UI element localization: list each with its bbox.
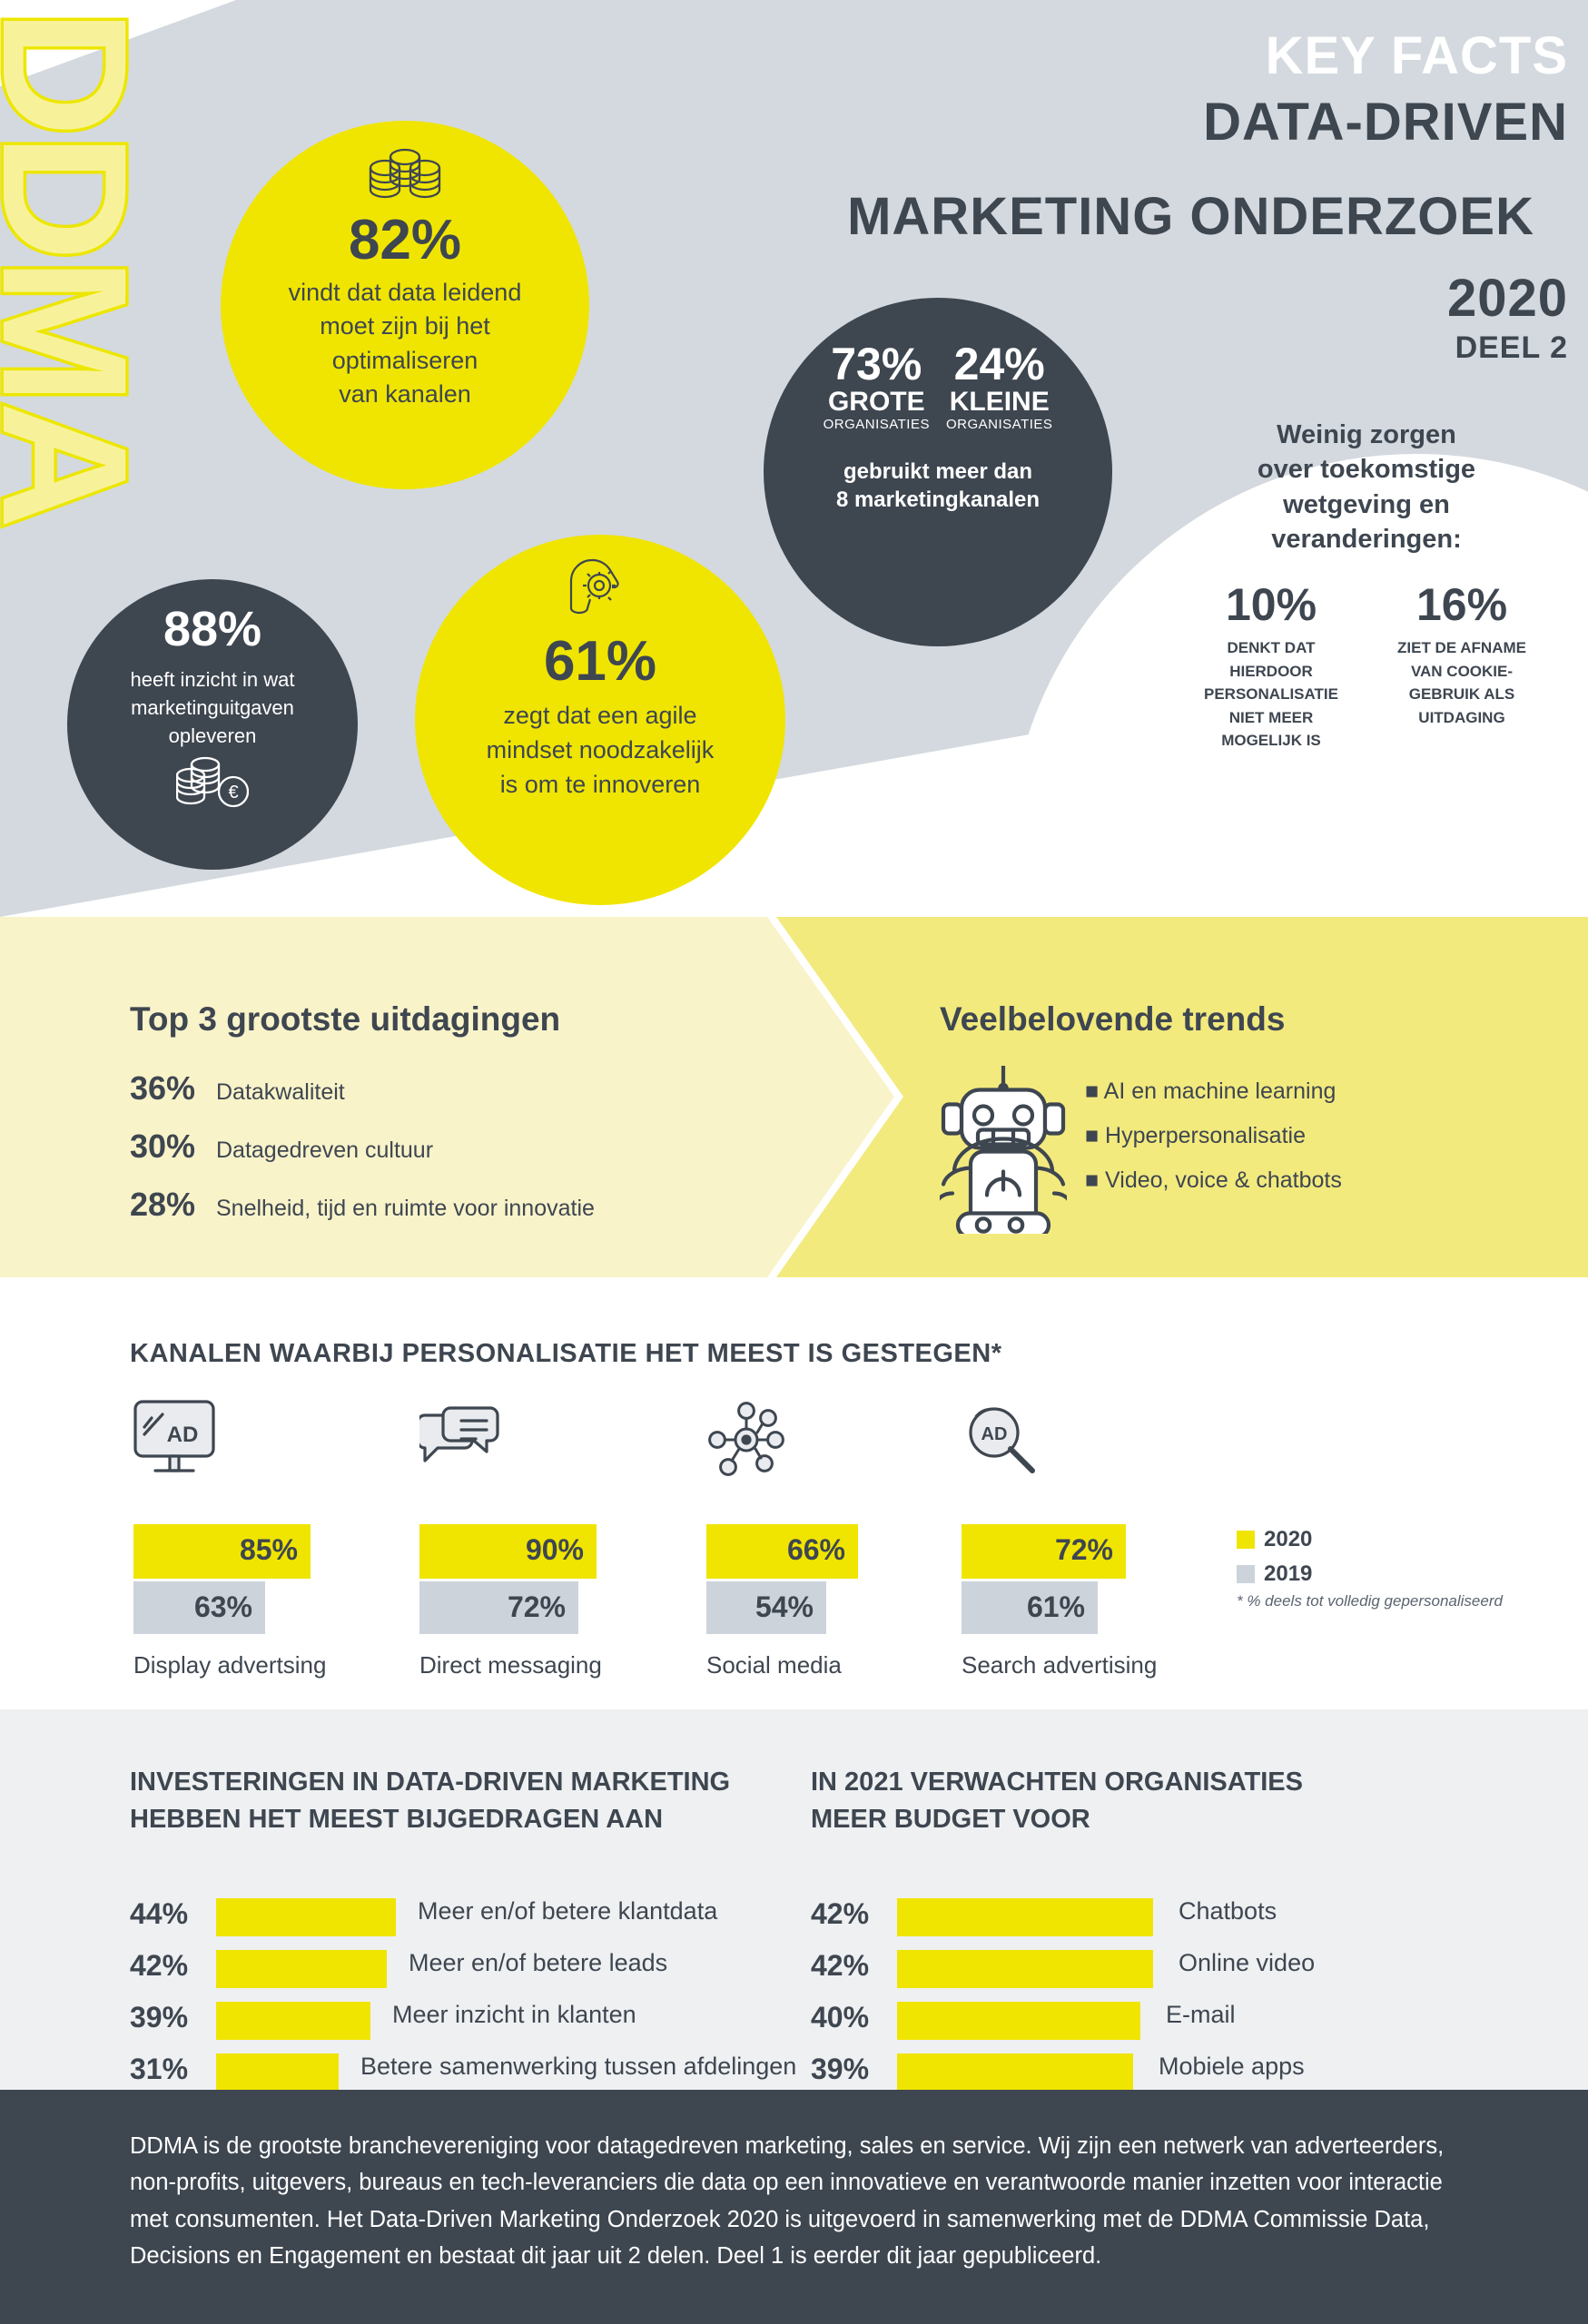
svg-text:DDMA: DDMA (0, 9, 147, 526)
svg-text:€: € (228, 783, 238, 803)
svg-text:AD: AD (167, 1423, 199, 1447)
svg-text:AD: AD (981, 1424, 1008, 1444)
